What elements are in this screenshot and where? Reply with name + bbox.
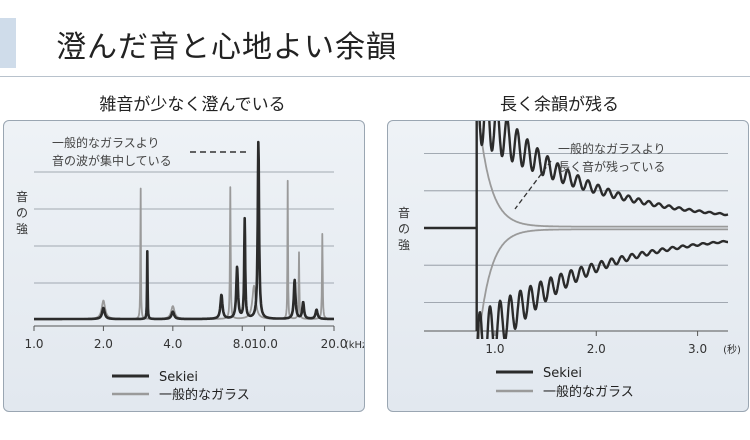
title-bar: 澄んだ音と心地よい余韻 [0, 18, 750, 77]
left-xtick-label: 8.0 [233, 337, 252, 351]
left-ylabel-2: の [16, 206, 28, 220]
right-ylabel-3: 強 [398, 238, 410, 252]
right-chart-panel: 音 の 強 1.0 2.0 3.0 (秒) 一般的なガラスより 長く音が残っている S… [387, 120, 749, 412]
page-title: 澄んだ音と心地よい余韻 [56, 30, 397, 65]
left-chart: 音 の 強 1.0 2.0 4.0 8.010.0 20.0(kHz) 一般的なガラスよ… [16, 135, 364, 403]
left-series-sekiei [33, 140, 335, 321]
right-series-glass-lower [477, 228, 729, 339]
left-xtick-label: 10.0 [251, 337, 278, 351]
left-chart-panel: 音 の 強 1.0 2.0 4.0 8.010.0 20.0(kHz) 一般的なガラスよ… [3, 120, 365, 412]
right-annotation-leader [514, 160, 552, 210]
title-divider [0, 76, 750, 77]
right-annotation-line2: 長く音が残っている [558, 159, 665, 174]
left-ylabel-3: 強 [16, 222, 28, 236]
right-grid [424, 153, 728, 332]
left-tick-labels: 1.0 2.0 4.0 8.010.0 20.0(kHz) [24, 326, 364, 351]
left-x-unit: (kHz) [345, 340, 364, 351]
right-xtick-label: 3.0 [688, 342, 707, 356]
right-series-group [424, 121, 729, 339]
right-chart-heading: 長く余韻が残る [500, 95, 619, 115]
right-xtick-label: 2.0 [587, 342, 606, 356]
left-chart-heading: 雑音が少なく澄んでいる [99, 95, 286, 115]
left-grid [34, 171, 334, 327]
right-legend-sekiei: Sekiei [543, 366, 582, 381]
right-series-sekiei-upper [478, 121, 729, 217]
left-annotation-line2: 音の波が集中している [52, 153, 172, 168]
right-chart: 音 の 強 1.0 2.0 3.0 (秒) 一般的なガラスより 長く音が残っている S… [398, 121, 741, 400]
title-accent [0, 18, 16, 68]
left-series-glass [33, 179, 335, 320]
right-ylabel-1: 音 [398, 205, 410, 220]
left-xtick-label: 4.0 [163, 337, 182, 351]
left-series-group [33, 140, 335, 321]
right-xtick-label: 1.0 [485, 342, 504, 356]
right-tick-labels: 1.0 2.0 3.0 (秒) [485, 331, 741, 356]
left-legend-glass: 一般的なガラス [159, 387, 250, 403]
right-series-glass-upper [478, 121, 729, 228]
right-legend-glass: 一般的なガラス [543, 384, 634, 400]
right-ylabel-2: の [398, 222, 410, 236]
left-ylabel-1: 音 [16, 189, 28, 204]
left-legend-sekiei: Sekiei [159, 370, 198, 385]
left-xtick-label: 2.0 [94, 337, 113, 351]
right-annotation-line1: 一般的なガラスより [558, 141, 666, 156]
left-annotation-line1: 一般的なガラスより [52, 135, 160, 150]
right-x-unit: (秒) [723, 343, 741, 356]
left-xtick-label: 1.0 [24, 337, 43, 351]
right-series-sekiei-lower [476, 239, 729, 339]
left-xtick-label: 20.0 [321, 337, 348, 351]
